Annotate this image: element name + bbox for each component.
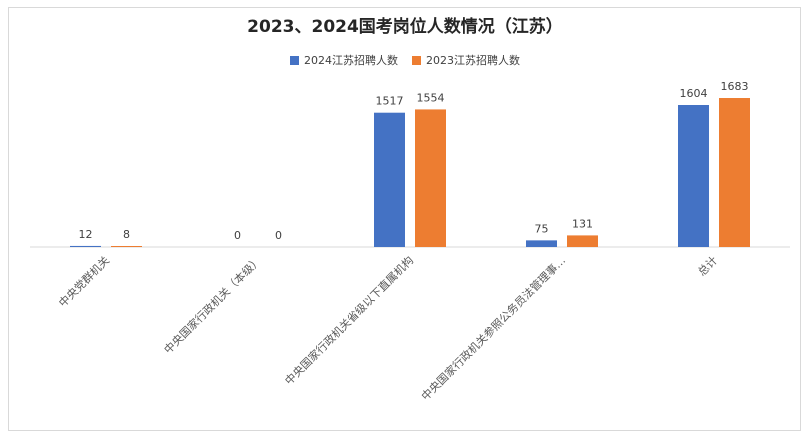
legend-item-series-1: 2024江苏招聘人数 [290,52,398,68]
legend-swatch-series-2 [412,55,421,65]
bar-series-2-cat-5 [719,98,750,248]
category-label-1: 中央党群机关 [56,253,113,310]
category-label-5: 总计 [695,253,720,278]
bar-series-1-cat-4 [526,240,557,247]
legend-item-series-2: 2023江苏招聘人数 [412,52,520,68]
data-label-series-2-cat-4: 131 [572,217,593,230]
bar-series-1-cat-1 [70,245,101,247]
category-label-2: 中央国家行政机关（本级） [161,253,264,356]
chart-legend: 2024江苏招聘人数 2023江苏招聘人数 [0,52,810,68]
legend-swatch-series-1 [290,55,299,65]
bar-series-2-cat-3 [415,109,446,247]
data-label-series-2-cat-2: 0 [275,229,282,242]
category-label-4: 中央国家行政机关参照公务员法管理事… [418,253,568,403]
data-label-series-1-cat-4: 75 [535,222,549,235]
data-label-series-2-cat-3: 1554 [417,91,445,104]
data-label-series-2-cat-5: 1683 [721,80,749,93]
data-label-series-1-cat-3: 1517 [376,95,404,108]
data-label-series-1-cat-1: 12 [79,228,93,241]
bar-series-2-cat-4 [567,235,598,247]
data-label-series-1-cat-5: 1604 [680,87,708,100]
data-label-series-2-cat-1: 8 [123,228,130,241]
bar-series-1-cat-3 [374,112,405,247]
legend-label-series-1: 2024江苏招聘人数 [304,54,398,67]
bar-series-2-cat-1 [111,246,142,247]
chart-title: 2023、2024国考岗位人数情况（江苏） [247,17,563,37]
category-label-3: 中央国家行政机关省级以下直属机构 [282,253,416,387]
legend-label-series-2: 2023江苏招聘人数 [426,54,520,67]
bar-series-1-cat-5 [678,105,709,247]
data-label-series-1-cat-2: 0 [234,229,241,242]
